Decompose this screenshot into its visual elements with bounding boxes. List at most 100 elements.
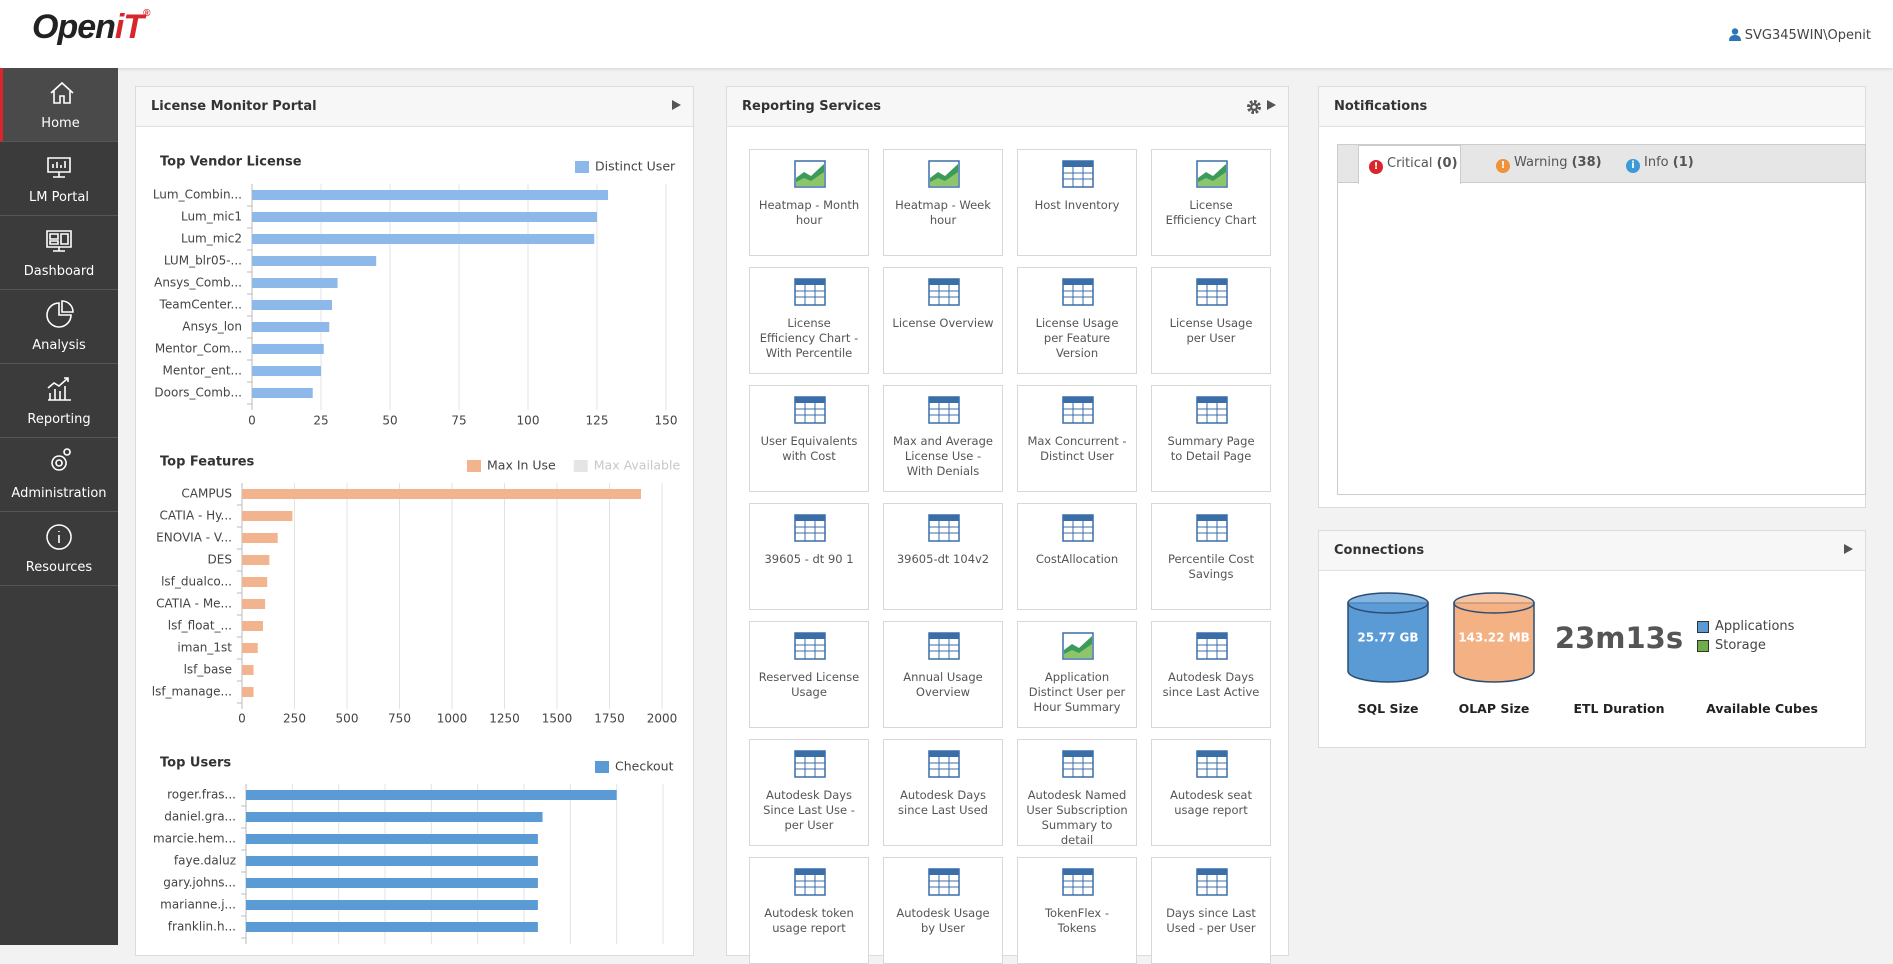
notification-tab[interactable]: i Info (1) (1618, 145, 1733, 183)
legend-label[interactable]: Max Available (594, 458, 681, 473)
nav-item[interactable]: Resources (0, 512, 118, 586)
y-tick-label: CATIA - Me... (156, 597, 232, 611)
notification-tab[interactable]: ! Warning (38) (1488, 145, 1603, 183)
nav-item[interactable]: Reporting (0, 364, 118, 438)
report-tile[interactable]: Heatmap - Month hour (749, 149, 869, 256)
metric-value: 23m13s (1554, 621, 1684, 655)
bar (252, 256, 377, 266)
report-tile[interactable]: User Equivalents with Cost (749, 385, 869, 492)
report-tile[interactable]: Summary Page to Detail Page (1151, 385, 1271, 492)
legend-label[interactable]: Applications (1715, 619, 1795, 634)
nav-icon (46, 300, 74, 328)
icon-head (1197, 515, 1227, 521)
report-tile[interactable]: License Efficiency Chart (1151, 149, 1271, 256)
notification-tab[interactable]: ! Critical (0) (1358, 145, 1461, 184)
report-tile[interactable]: Autodesk seat usage report (1151, 739, 1271, 846)
report-tile[interactable]: Application Distinct User per Hour Summa… (1017, 621, 1137, 728)
tile-label: Application Distinct User per Hour Summa… (1028, 670, 1126, 714)
legend-label[interactable]: Checkout (615, 759, 674, 774)
x-tick-label: 50 (382, 414, 397, 428)
report-tile[interactable]: 39605 - dt 90 1 (749, 503, 869, 610)
bar-chart: Top Vendor License 0 25 50 75 100 125 150 Lum_Co… (153, 155, 678, 428)
icon-shape (47, 377, 71, 401)
tab-count: (1) (1672, 155, 1694, 170)
report-tile[interactable]: Autodesk Named User Subscription Summary… (1017, 739, 1137, 847)
tile-label: Autodesk Days since Last Used (898, 788, 988, 817)
legend-swatch[interactable] (595, 761, 609, 773)
tile-label: User Equivalents with Cost (760, 434, 858, 463)
x-tick-label: 0 (238, 712, 246, 726)
icon-shape (46, 230, 72, 252)
report-tile[interactable]: Host Inventory (1017, 149, 1137, 256)
report-tile[interactable]: License Usage per Feature Version (1017, 267, 1137, 374)
panel-header: Reporting Services (727, 87, 1288, 127)
report-tile[interactable]: Autodesk Days Since Last Use - per User (749, 739, 869, 846)
tile-icon (1062, 750, 1094, 778)
report-tile[interactable]: Max and Average License Use - With Denia… (883, 385, 1003, 492)
expand-arrow[interactable] (672, 100, 681, 110)
x-tick-label: 750 (388, 712, 411, 726)
nav-icon (51, 448, 71, 471)
tab-icon: i (1626, 159, 1640, 173)
icon-head (929, 397, 959, 403)
nav-item[interactable]: Analysis (0, 290, 118, 364)
report-tile[interactable]: TokenFlex - Tokens (1017, 857, 1137, 964)
nav-item[interactable]: LM Portal (0, 142, 118, 216)
tile-icon (1062, 514, 1094, 542)
legend-label[interactable]: Storage (1715, 638, 1766, 653)
nav-item[interactable]: Administration (0, 438, 118, 512)
icon-head (1063, 279, 1093, 285)
panel-header: Connections (1319, 531, 1865, 571)
report-tile[interactable]: Autodesk token usage report (749, 857, 869, 964)
legend-swatch[interactable] (575, 161, 589, 173)
tile-label: Autodesk token usage report (764, 906, 854, 935)
tile-label: License Efficiency Chart - With Percenti… (759, 316, 859, 360)
report-tile[interactable]: 39605-dt 104v2 (883, 503, 1003, 610)
x-tick-label: 100 (517, 414, 540, 428)
report-tile[interactable]: Heatmap - Week hour (883, 149, 1003, 256)
legend-label[interactable]: Max In Use (487, 458, 556, 473)
expand-arrow[interactable] (1267, 100, 1276, 110)
y-tick-label: lsf_dualco... (161, 575, 232, 589)
nav-label: Analysis (32, 338, 86, 353)
tile-label: Host Inventory (1034, 198, 1120, 212)
report-tile[interactable]: Reserved License Usage (749, 621, 869, 728)
expand-arrow[interactable] (1844, 544, 1853, 554)
icon-head (1063, 751, 1093, 757)
y-tick-label: marianne.j... (160, 898, 236, 912)
legend-swatch[interactable] (1697, 621, 1709, 633)
y-tick-label: roger.fras... (167, 788, 236, 802)
report-tile[interactable]: License Overview (883, 267, 1003, 374)
legend-swatch[interactable] (573, 460, 588, 472)
legend-swatch[interactable] (467, 460, 481, 472)
legend-swatch[interactable] (1697, 640, 1709, 652)
y-tick-label: Mentor_Com... (155, 342, 242, 356)
settings-icon[interactable] (1246, 99, 1262, 115)
report-tile[interactable]: Percentile Cost Savings (1151, 503, 1271, 610)
user-menu[interactable]: SVG345WIN\Openit (1728, 28, 1871, 43)
report-tile[interactable]: Days since Last Used - per User (1151, 857, 1271, 964)
y-tick-label: CAMPUS (181, 487, 232, 501)
panel-header: Notifications (1319, 87, 1865, 127)
report-tile[interactable]: License Efficiency Chart - With Percenti… (749, 267, 869, 374)
icon-shape (46, 524, 72, 550)
report-tile[interactable]: Max Concurrent - Distinct User (1017, 385, 1137, 492)
nav-item[interactable]: Home (0, 68, 118, 142)
tile-icon (1196, 514, 1228, 542)
icon-head (929, 515, 959, 521)
report-tile[interactable]: Autodesk Days since Last Active (1151, 621, 1271, 728)
tile-icon (1196, 160, 1228, 188)
logo[interactable]: OpeniT® (32, 8, 151, 46)
report-tile[interactable]: Annual Usage Overview (883, 621, 1003, 728)
report-tile[interactable]: Autodesk Usage by User (883, 857, 1003, 964)
icon-area (930, 172, 958, 186)
report-tile[interactable]: Autodesk Days since Last Used (883, 739, 1003, 846)
nav-item[interactable]: Dashboard (0, 216, 118, 290)
legend-label[interactable]: Distinct User (595, 159, 676, 174)
report-tile[interactable]: CostAllocation (1017, 503, 1137, 610)
y-tick-label: Ansys_Comb... (154, 276, 242, 290)
report-tile[interactable]: License Usage per User (1151, 267, 1271, 374)
icon-area (796, 172, 824, 186)
x-tick-label: 500 (336, 712, 359, 726)
icon-head (929, 869, 959, 875)
